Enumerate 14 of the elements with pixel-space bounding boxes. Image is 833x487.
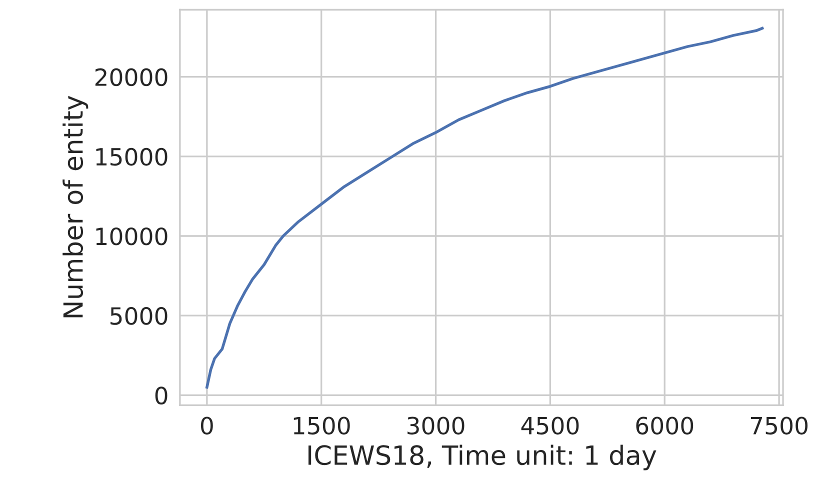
y-tick-label: 20000: [95, 68, 168, 86]
x-axis-title: ICEWS18, Time unit: 1 day: [308, 444, 656, 470]
y-tick-label: 10000: [96, 227, 168, 246]
x-tick-label: 0: [200, 416, 213, 435]
x-tick-label: 4500: [521, 416, 579, 435]
y-axis-title: Number of entity: [62, 96, 88, 318]
y-tick-label: 5000: [110, 307, 168, 325]
line-series: [206, 26, 764, 389]
y-tick-label: 0: [155, 386, 168, 404]
x-tick-label: 7500: [750, 416, 808, 435]
x-tick-label: 3000: [408, 416, 464, 435]
x-tick-label: 1500: [294, 416, 350, 435]
y-tick-label: 15000: [96, 148, 168, 166]
x-tick-label: 6000: [636, 416, 694, 435]
